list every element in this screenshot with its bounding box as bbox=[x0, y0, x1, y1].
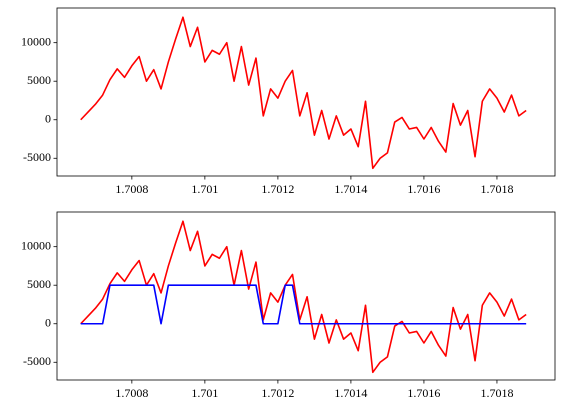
axes-frame bbox=[56, 211, 556, 381]
x-tick-label: 1.7016 bbox=[407, 182, 440, 196]
x-tick-label: 1.7018 bbox=[480, 386, 513, 400]
y-tick-label: -5000 bbox=[23, 150, 51, 164]
y-tick-label: 10000 bbox=[21, 34, 51, 48]
y-tick-label: 0 bbox=[45, 315, 51, 329]
y-tick-label: 0 bbox=[45, 111, 51, 125]
data-line bbox=[80, 220, 527, 374]
data-line bbox=[80, 284, 527, 325]
x-tick-label: 1.7014 bbox=[334, 182, 367, 196]
x-tick-label: 1.7008 bbox=[115, 182, 148, 196]
x-tick-label: 1.7008 bbox=[115, 386, 148, 400]
axes-frame bbox=[56, 7, 556, 177]
y-tick-label: 5000 bbox=[27, 277, 51, 291]
x-tick-label: 1.7016 bbox=[407, 386, 440, 400]
x-tick-label: 1.7018 bbox=[480, 182, 513, 196]
x-tick-label: 1.701 bbox=[191, 386, 218, 400]
data-line bbox=[80, 16, 527, 170]
x-tick-label: 1.7012 bbox=[261, 182, 294, 196]
x-tick-label: 1.701 bbox=[191, 182, 218, 196]
y-tick-label: 10000 bbox=[21, 238, 51, 252]
y-tick-label: 5000 bbox=[27, 73, 51, 87]
x-tick-label: 1.7012 bbox=[261, 386, 294, 400]
x-tick-label: 1.7014 bbox=[334, 386, 367, 400]
y-tick-label: -5000 bbox=[23, 354, 51, 368]
